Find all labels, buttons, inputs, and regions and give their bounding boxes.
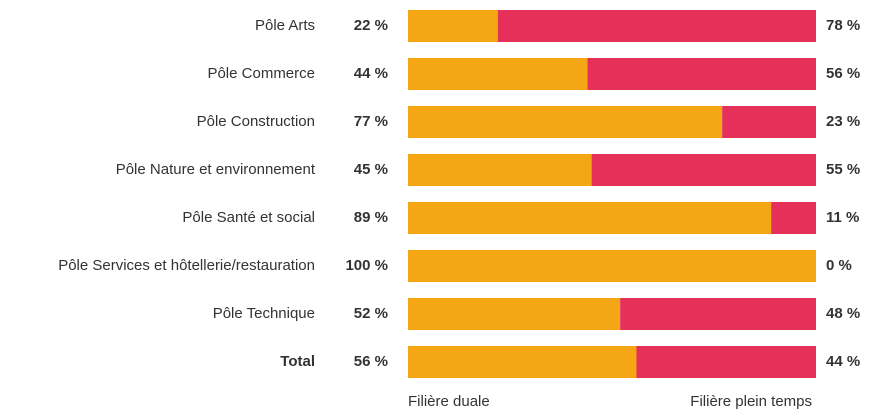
legend-label: Filière plein temps — [690, 393, 812, 410]
category-label: Pôle Commerce — [207, 65, 315, 82]
category-label: Pôle Services et hôtellerie/restauration — [58, 257, 315, 274]
bar-segment — [408, 298, 621, 330]
bar-segment — [497, 10, 816, 42]
legend-label: Filière duale — [408, 393, 490, 410]
value-label: 44 % — [354, 65, 388, 82]
bar-segment — [408, 346, 637, 378]
value-label: 11 % — [826, 209, 859, 226]
value-label: 48 % — [826, 305, 860, 322]
value-label: 100 % — [345, 257, 388, 274]
category-label: Pôle Technique — [213, 305, 315, 322]
value-label: 0 % — [826, 257, 852, 274]
value-label: 55 % — [826, 161, 860, 178]
value-label: 52 % — [354, 305, 388, 322]
bar-segment — [408, 10, 498, 42]
bar-segment — [591, 154, 816, 186]
bar-segment — [408, 202, 772, 234]
bar-segment — [408, 154, 592, 186]
bar-segment — [771, 202, 816, 234]
category-label: Pôle Nature et environnement — [116, 161, 316, 178]
value-label: 56 % — [826, 65, 860, 82]
category-label: Pôle Santé et social — [182, 209, 315, 226]
category-label: Total — [280, 353, 315, 370]
value-label: 44 % — [826, 353, 860, 370]
value-label: 56 % — [354, 353, 388, 370]
bar-segment — [620, 298, 816, 330]
bar-segment — [408, 250, 816, 282]
value-label: 89 % — [354, 209, 388, 226]
value-label: 22 % — [354, 17, 388, 34]
bar-segment — [408, 106, 723, 138]
bar-segment — [636, 346, 816, 378]
value-label: 23 % — [826, 113, 860, 130]
bar-segment — [722, 106, 816, 138]
value-label: 78 % — [826, 17, 860, 34]
value-label: 45 % — [354, 161, 388, 178]
value-label: 77 % — [354, 113, 388, 130]
category-label: Pôle Arts — [255, 17, 315, 34]
bar-segment — [408, 58, 588, 90]
bar-segment — [587, 58, 816, 90]
category-label: Pôle Construction — [197, 113, 315, 130]
